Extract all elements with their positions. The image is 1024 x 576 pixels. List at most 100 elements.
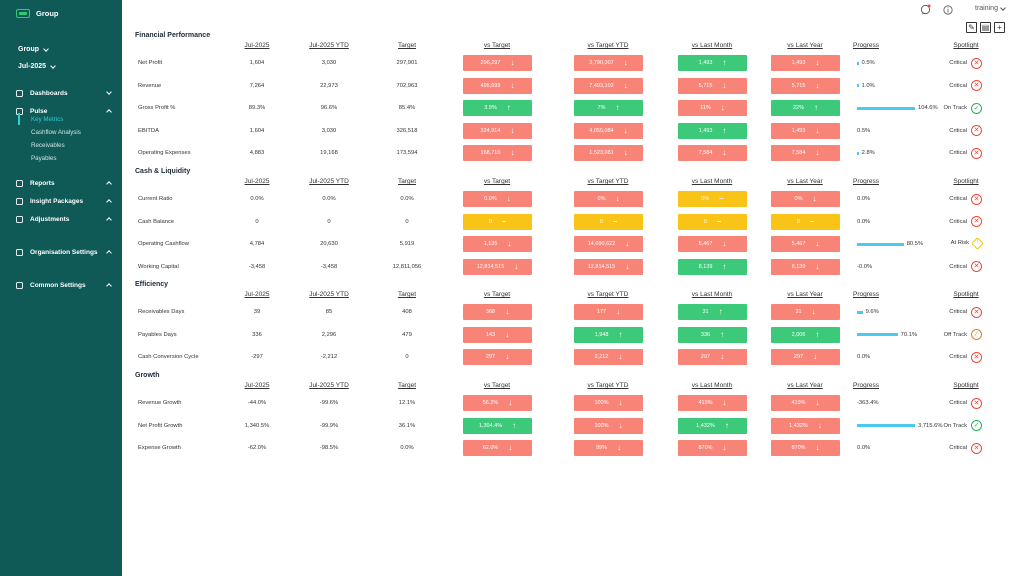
sidebar-item-reports[interactable]: Reports	[15, 179, 112, 187]
variance-pill-vly[interactable]: 0% ↓	[771, 191, 840, 207]
variance-pill-vt[interactable]: 1,135 ↓	[463, 236, 532, 253]
sidebar-item-common-settings[interactable]: Common Settings	[15, 281, 112, 289]
column-header-vs-last-year[interactable]: vs Last Year	[787, 42, 823, 49]
metric-name[interactable]: Cash Balance	[138, 218, 175, 225]
variance-pill-vt[interactable]: 56.2% ↓	[463, 395, 532, 411]
column-header-vs-last-year[interactable]: vs Last Year	[787, 178, 823, 185]
variance-pill-vly[interactable]: 7,584 ↓	[771, 145, 840, 162]
column-header-vs-last-month[interactable]: vs Last Month	[691, 42, 733, 49]
column-header-vs-target-ytd[interactable]: vs Target YTD	[587, 291, 629, 298]
column-header-progress[interactable]: Progress	[852, 382, 879, 389]
brand[interactable]: Group	[16, 9, 59, 18]
variance-pill-vty[interactable]: 100% ↓	[574, 417, 643, 434]
spotlight-cell[interactable]: Off Track ∕	[944, 329, 982, 341]
variance-pill-vly[interactable]: 31 ↓	[771, 304, 840, 320]
variance-pill-vty[interactable]: 0–	[574, 213, 643, 230]
column-header-vs-target-ytd[interactable]: vs Target YTD	[587, 382, 629, 389]
sidebar-subitem-key-metrics[interactable]: Key Metrics	[31, 116, 64, 123]
column-header-vs-target[interactable]: vs Target	[483, 178, 511, 185]
variance-pill-vty[interactable]: 100% ↓	[574, 395, 643, 411]
variance-pill-vlm[interactable]: 870% ↓	[678, 440, 747, 457]
sidebar-subitem-receivables[interactable]: Receivables	[31, 142, 65, 149]
spotlight-cell[interactable]: On Track ✓	[943, 420, 982, 432]
variance-pill-vty[interactable]: 2,212 ↓	[574, 349, 643, 366]
spotlight-cell[interactable]: Critical ✕	[949, 125, 982, 137]
column-header-spotlight[interactable]: Spotlight	[953, 178, 979, 185]
column-header-vs-last-year[interactable]: vs Last Year	[787, 382, 823, 389]
variance-pill-vlm[interactable]: 0–	[678, 213, 747, 230]
chat-icon[interactable]	[920, 4, 931, 15]
spotlight-cell[interactable]: Critical ✕	[949, 351, 982, 363]
column-header-ytd[interactable]: Jul-2025 YTD	[309, 382, 349, 389]
variance-pill-vty[interactable]: 14,090,622 ↓	[574, 236, 643, 253]
variance-pill-vlm[interactable]: 7,584 ↓	[678, 145, 747, 162]
column-header-progress[interactable]: Progress	[852, 42, 879, 49]
column-header-vs-target[interactable]: vs Target	[483, 382, 511, 389]
sidebar-item-pulse[interactable]: Pulse	[15, 107, 112, 115]
spotlight-cell[interactable]: Critical ✕	[949, 147, 982, 159]
variance-pill-vt[interactable]: 368 ↓	[463, 304, 532, 320]
sidebar-item-dashboards[interactable]: Dashboards	[15, 89, 112, 97]
user-menu[interactable]: training	[975, 4, 1006, 12]
info-icon[interactable]	[943, 4, 953, 15]
variance-pill-vlm[interactable]: 1,493 ↑	[678, 122, 747, 139]
sidebar-subitem-payables[interactable]: Payables	[31, 155, 57, 162]
metric-name[interactable]: Current Ratio	[138, 196, 173, 202]
column-header-vs-target[interactable]: vs Target	[483, 291, 511, 298]
variance-pill-vty[interactable]: 12,814,515 ↓	[574, 258, 643, 275]
variance-pill-vt[interactable]: 324,914 ↓	[463, 122, 532, 139]
column-header-vs-target-ytd[interactable]: vs Target YTD	[587, 42, 629, 49]
spotlight-cell[interactable]: Critical ✕	[949, 216, 982, 228]
column-header-spotlight[interactable]: Spotlight	[953, 382, 979, 389]
column-header-ytd[interactable]: Jul-2025 YTD	[309, 178, 349, 185]
spotlight-cell[interactable]: Critical ✕	[949, 193, 982, 205]
variance-pill-vly[interactable]: 5,715 ↓	[771, 77, 840, 94]
column-header-progress[interactable]: Progress	[852, 291, 879, 298]
column-header-spotlight[interactable]: Spotlight	[953, 42, 979, 49]
variance-pill-vt[interactable]: 297 ↓	[463, 349, 532, 366]
variance-pill-vly[interactable]: 870% ↓	[771, 440, 840, 457]
variance-pill-vt[interactable]: 0–	[463, 213, 532, 230]
metric-name[interactable]: Receivables Days	[138, 309, 185, 315]
metric-name[interactable]: Revenue Growth	[138, 400, 182, 406]
spotlight-cell[interactable]: Critical ✕	[949, 442, 982, 454]
column-header-period[interactable]: Jul-2025	[244, 178, 270, 185]
metric-name[interactable]: Working Capital	[138, 263, 179, 270]
spotlight-cell[interactable]: At Risk!	[951, 236, 984, 250]
variance-pill-vlm[interactable]: 336 ↑	[678, 326, 747, 343]
variance-pill-vty[interactable]: 1,948 ↑	[574, 326, 643, 343]
variance-pill-vty[interactable]: 99% ↓	[574, 440, 643, 457]
variance-pill-vt[interactable]: 3.9% ↑	[463, 100, 532, 117]
variance-pill-vly[interactable]: 297 ↓	[771, 349, 840, 366]
export-icon[interactable]: ▤	[980, 22, 991, 33]
sidebar-item-adjustments[interactable]: Adjustments	[15, 215, 112, 223]
variance-pill-vly[interactable]: 1,493 ↓	[771, 122, 840, 139]
metric-name[interactable]: Net Profit Growth	[138, 422, 183, 429]
column-header-vs-target-ytd[interactable]: vs Target YTD	[587, 178, 629, 185]
variance-pill-vt[interactable]: 143 ↓	[463, 326, 532, 343]
spotlight-cell[interactable]: On Track ✓	[943, 102, 982, 114]
column-header-target[interactable]: Target	[397, 42, 417, 49]
spotlight-cell[interactable]: Critical ✕	[949, 261, 982, 273]
column-header-target[interactable]: Target	[397, 291, 417, 298]
sidebar-subitem-cashflow-analysis[interactable]: Cashflow Analysis	[31, 129, 81, 136]
entity-select[interactable]: Group	[18, 45, 49, 53]
variance-pill-vly[interactable]: 1,432% ↓	[771, 417, 840, 434]
metric-name[interactable]: Net Profit	[138, 60, 163, 66]
metric-name[interactable]: Gross Profit %	[138, 105, 176, 112]
variance-pill-vly[interactable]: 2,006 ↑	[771, 326, 840, 343]
column-header-vs-last-year[interactable]: vs Last Year	[787, 291, 823, 298]
variance-pill-vt[interactable]: 12,814,515 ↓	[463, 258, 532, 275]
column-header-spotlight[interactable]: Spotlight	[953, 291, 979, 298]
metric-name[interactable]: Operating Cashflow	[138, 241, 189, 248]
variance-pill-vlm[interactable]: 0% –	[678, 191, 747, 207]
variance-pill-vlm[interactable]: 5,715 ↓	[678, 77, 747, 94]
variance-pill-vty[interactable]: 177 ↓	[574, 304, 643, 320]
column-header-target[interactable]: Target	[397, 382, 417, 389]
add-icon[interactable]: +	[994, 22, 1005, 33]
variance-pill-vt[interactable]: 1,304.4% ↑	[463, 417, 532, 434]
variance-pill-vty[interactable]: 0% ↓	[574, 191, 643, 207]
column-header-target[interactable]: Target	[397, 178, 417, 185]
edit-icon[interactable]: ✎	[966, 22, 977, 33]
variance-pill-vlm[interactable]: 31 ↑	[678, 304, 747, 320]
